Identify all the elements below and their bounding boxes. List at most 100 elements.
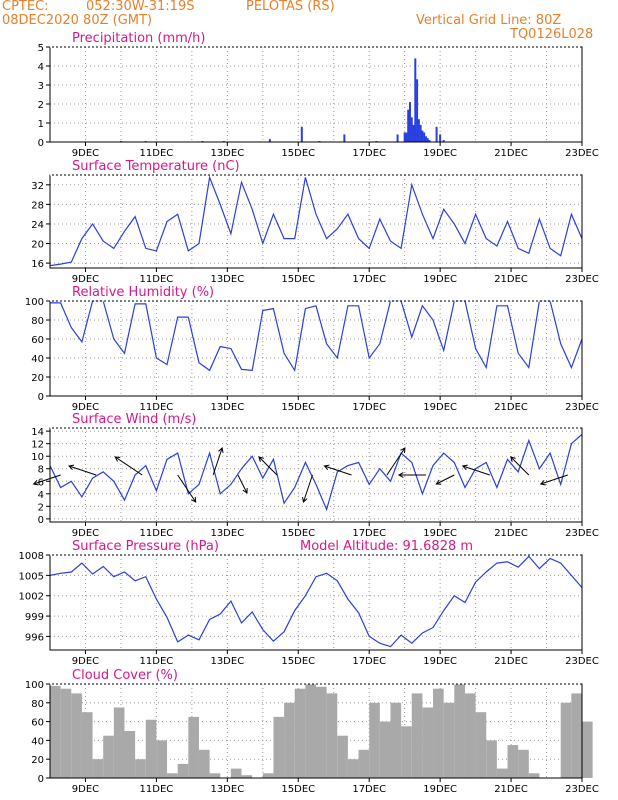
wind-vector-shaft	[177, 474, 197, 503]
precip-bar	[300, 126, 303, 142]
wind-xtick-label: 17DEC	[352, 528, 386, 539]
temp-ytick-label: 24	[31, 220, 44, 231]
cloud-bar	[145, 719, 157, 778]
precip-bar	[428, 140, 431, 142]
wind-vector-head	[461, 464, 468, 471]
cloud-bar	[305, 684, 316, 778]
cloud-bar	[198, 749, 210, 778]
wind-vector-head	[68, 464, 75, 471]
cloud-xtick-label: 19DEC	[423, 784, 457, 795]
precip-title: Precipitation (mm/h)	[72, 31, 205, 46]
cloud-bar	[177, 763, 189, 778]
precip-bar	[416, 79, 419, 142]
rh-title: Relative Humidity (%)	[72, 285, 214, 300]
cloud-xtick-label: 15DEC	[281, 784, 315, 795]
wind-vector-shaft	[212, 447, 223, 476]
precip-bar	[412, 124, 415, 142]
precip-bar	[426, 138, 429, 142]
precip-bar	[419, 124, 422, 142]
wind-vector-shaft	[33, 474, 61, 485]
precip-ytick-label: 2	[38, 100, 44, 111]
pressure-xtick-label: 11DEC	[140, 656, 174, 667]
cloud-bar	[50, 685, 61, 778]
wind-title: Surface Wind (m/s)	[72, 412, 196, 427]
temp-xtick-label: 19DEC	[423, 274, 457, 285]
wind-vector-shaft	[302, 474, 313, 503]
wind-ytick-label: 14	[31, 427, 44, 438]
wind-vector-head	[539, 479, 546, 486]
precip-bar	[414, 58, 417, 142]
temp-xtick-label: 9DEC	[72, 274, 99, 285]
precip-bar	[408, 102, 411, 142]
precip-xtick-label: 21DEC	[494, 148, 528, 159]
cloud-bar	[92, 759, 104, 778]
wind-vector-head	[302, 496, 308, 503]
cloud-ytick-label: 60	[31, 718, 44, 729]
rh-ytick-label: 40	[31, 354, 44, 365]
precip-bar	[396, 134, 399, 142]
cloud-bar	[464, 693, 476, 778]
temp-xtick-label: 11DEC	[140, 274, 174, 285]
cloud-bar	[241, 775, 253, 778]
header-coords: 052:30W-31:19S	[86, 0, 194, 14]
cloud-bar	[273, 716, 285, 778]
cloud-bar	[422, 707, 434, 778]
cloud-xtick-label: 21DEC	[494, 784, 528, 795]
cloud-bar	[284, 702, 295, 778]
pressure-xtick-label: 19DEC	[423, 656, 457, 667]
temp-ytick-label: 32	[31, 181, 44, 192]
cloud-bar	[475, 712, 487, 778]
precip-bar	[417, 119, 420, 142]
precip-bar	[410, 117, 413, 142]
wind-vector-shaft	[68, 465, 97, 476]
precip-bar	[442, 140, 445, 142]
precip-xtick-label: 17DEC	[352, 148, 386, 159]
cloud-ytick-label: 80	[31, 699, 44, 710]
rh-xtick-label: 23DEC	[565, 402, 599, 413]
cloud-xtick-label: 23DEC	[565, 784, 599, 795]
precip-bar	[268, 139, 271, 142]
cloud-bar	[369, 702, 380, 778]
cloud-bar	[71, 693, 82, 778]
temp-xtick-label: 15DEC	[281, 274, 315, 285]
wind-vector-shaft	[386, 447, 406, 476]
precip-bar	[421, 130, 424, 142]
precip-ytick-label: 4	[38, 62, 44, 73]
header-grid-note: Vertical Grid Line: 80Z	[416, 14, 561, 28]
wind-vector-shaft	[114, 456, 143, 476]
wind-xtick-label: 11DEC	[140, 528, 174, 539]
rh-xtick-label: 21DEC	[494, 402, 528, 413]
wind-series-line	[49, 433, 583, 512]
pressure-annotation: Model Altitude: 91.6828 m	[300, 539, 473, 554]
cloud-bar	[156, 740, 168, 778]
cloud-bar	[443, 702, 455, 778]
station-label: PELOTAS (RS)	[246, 0, 335, 14]
run-label: 08DEC2020 80Z (GMT)	[2, 13, 153, 28]
cloud-bar	[528, 773, 540, 778]
temp-series-line	[49, 175, 583, 267]
wind-ytick-label: 10	[31, 452, 44, 463]
rh-xtick-label: 15DEC	[281, 402, 315, 413]
precip-bar	[435, 126, 438, 142]
cloud-bar	[507, 745, 519, 778]
cloud-bar	[326, 693, 338, 778]
cloud-bar	[358, 749, 370, 778]
header-run: 08DEC2020 80Z (GMT)	[2, 14, 152, 28]
rh-ytick-label: 0	[38, 392, 44, 403]
cloud-ytick-label: 20	[31, 755, 44, 766]
pressure-panel: Surface Pressure (hPa) Model Altitude: 91…	[19, 539, 599, 667]
grid-note-label: Vertical Grid Line: 80Z	[416, 13, 562, 28]
cloud-bar	[81, 712, 93, 778]
cloud-bar	[571, 693, 582, 778]
precip-bar	[343, 134, 346, 142]
wind-vector-head	[400, 447, 406, 454]
rh-panel: Relative Humidity (%) 0 20 40 60 80 100 9DEC 11D…	[25, 285, 599, 413]
wind-vector-shaft	[462, 465, 490, 476]
wind-vector-head	[242, 487, 248, 494]
precip-ytick-label: 3	[38, 81, 44, 92]
rh-xtick-label: 13DEC	[210, 402, 244, 413]
model-code-label: TQ0126L028	[510, 27, 594, 42]
pressure-xtick-label: 9DEC	[72, 656, 99, 667]
cloud-bar	[401, 726, 412, 778]
